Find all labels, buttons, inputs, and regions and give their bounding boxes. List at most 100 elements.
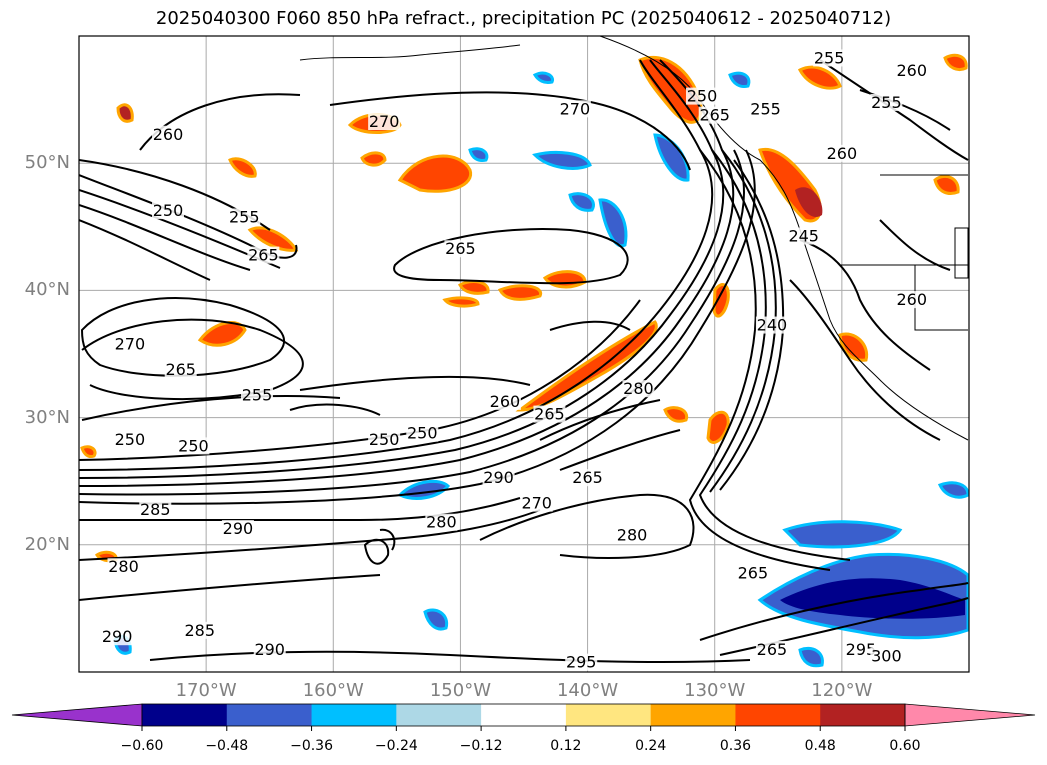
contour-label: 250: [115, 430, 146, 449]
contour-label: 255: [229, 207, 260, 226]
contour-label: 280: [617, 525, 648, 544]
contour-label: 265: [165, 360, 196, 379]
contour-label-bg: [253, 640, 286, 658]
contour-label-bg: [565, 653, 598, 671]
contour-label-bg: [113, 431, 146, 449]
contour-label-bg: [686, 87, 718, 105]
contour-label: 255: [242, 386, 273, 405]
colorbar-bin: [396, 704, 482, 726]
colorbar-tick-label: −0.48: [205, 738, 249, 754]
contour-label: 290: [483, 468, 514, 487]
colorbar-tick-label: −0.12: [459, 738, 503, 754]
colorbar-bin: [565, 704, 652, 726]
contour-label-bg: [825, 144, 858, 162]
contour-label: 260: [153, 125, 184, 144]
contour-label: 295: [566, 653, 597, 672]
contour-label: 265: [757, 640, 788, 659]
colorbar-bin: [481, 704, 567, 726]
lon-tick-label: 160°W: [302, 680, 364, 701]
contour-label-bg: [870, 647, 903, 665]
contour-label-bg: [368, 431, 401, 449]
colorbar-tick-label: 0.36: [719, 738, 752, 754]
contour-label-bg: [425, 513, 458, 531]
contour-label-bg: [755, 640, 788, 658]
contour-label-bg: [444, 240, 477, 258]
colorbar: [11, 703, 1036, 731]
colorbar-bin: [820, 704, 906, 726]
colorbar-bin: [142, 704, 228, 726]
contour-label-bg: [101, 628, 134, 646]
colorbar-tick-label: −0.24: [374, 738, 418, 754]
contour-label-bg: [247, 246, 280, 264]
contour-label-bg: [164, 361, 197, 379]
colorbar-bin: [311, 704, 397, 726]
colorbar-tick-label: −0.36: [290, 738, 333, 754]
colorbar-frame: [141, 703, 906, 727]
contour-label-bg: [113, 335, 146, 353]
precipitation-fill: [80, 53, 969, 668]
contour-label-bg: [368, 113, 401, 131]
contour-label: 280: [108, 557, 139, 576]
contour-label: 260: [897, 61, 928, 80]
contour-label: 265: [572, 468, 603, 487]
colorbar-bin: [735, 704, 821, 726]
contour-label: 250: [407, 424, 438, 443]
contour-label: 260: [490, 392, 521, 411]
colorbar-tick-label: 0.48: [804, 738, 836, 754]
contour-label: 260: [897, 290, 928, 309]
contour-label-bg: [571, 469, 604, 487]
colorbar-extend-high: [904, 703, 1036, 727]
contour-label: 250: [153, 201, 184, 220]
contour-label-bg: [107, 558, 140, 576]
contour-label: 270: [560, 99, 591, 118]
contour-label: 260: [827, 144, 858, 163]
contour-label: 290: [102, 627, 133, 646]
lat-tick-label: 20°N: [24, 533, 70, 555]
contour-label-bg: [152, 202, 184, 220]
contour-label-bg: [844, 640, 877, 658]
lon-tick-label: 140°W: [556, 680, 619, 701]
contour-label-bg: [616, 526, 649, 544]
colorbar-bin: [226, 704, 313, 726]
contour-label-bg: [622, 380, 655, 398]
contour-label-bg: [749, 100, 782, 118]
lat-tick-label: 40°N: [24, 279, 70, 301]
contour-label-bg: [736, 564, 769, 582]
contour-label-bg: [177, 437, 210, 455]
contour-label-bg: [482, 469, 515, 487]
contour-label: 265: [248, 246, 279, 265]
contour-label-bg: [895, 291, 928, 309]
lon-tick-label: 130°W: [684, 680, 746, 701]
contour-label: 285: [140, 500, 171, 519]
contour-label: 295: [846, 640, 877, 659]
contour-label: 250: [369, 430, 400, 449]
contour-label: 255: [814, 48, 845, 67]
lat-tick-label: 30°N: [24, 406, 70, 428]
contour-label: 240: [757, 316, 788, 335]
contour-label: 265: [534, 405, 565, 424]
contour-label-bg: [139, 501, 172, 518]
contour-label-bg: [755, 316, 788, 334]
contour-label-bg: [406, 424, 439, 442]
contour-label: 270: [369, 112, 400, 131]
contour-label-bg: [698, 106, 731, 124]
lon-tick-label: 120°W: [811, 680, 873, 701]
contour-label-bg: [152, 125, 184, 143]
colorbar-bin: [650, 704, 736, 726]
contour-label: 285: [185, 621, 216, 640]
chart-title: 2025040300 F060 850 hPa refract., precip…: [155, 8, 892, 29]
colorbar-tick-label: 0.60: [889, 738, 921, 754]
contour-label: 280: [426, 513, 457, 532]
lat-tick-label: 50°N: [24, 152, 70, 174]
contour-label-bg: [228, 208, 261, 226]
contour-label: 265: [699, 106, 730, 125]
colorbar-extend-low: [11, 703, 143, 727]
plot-frame: [78, 35, 970, 673]
colorbar-tick-label: −0.60: [120, 738, 164, 754]
lon-tick-label: 150°W: [429, 680, 491, 701]
contour-label: 270: [521, 494, 552, 513]
contour-label: 250: [687, 87, 718, 106]
lon-tick-label: 170°W: [175, 680, 237, 701]
